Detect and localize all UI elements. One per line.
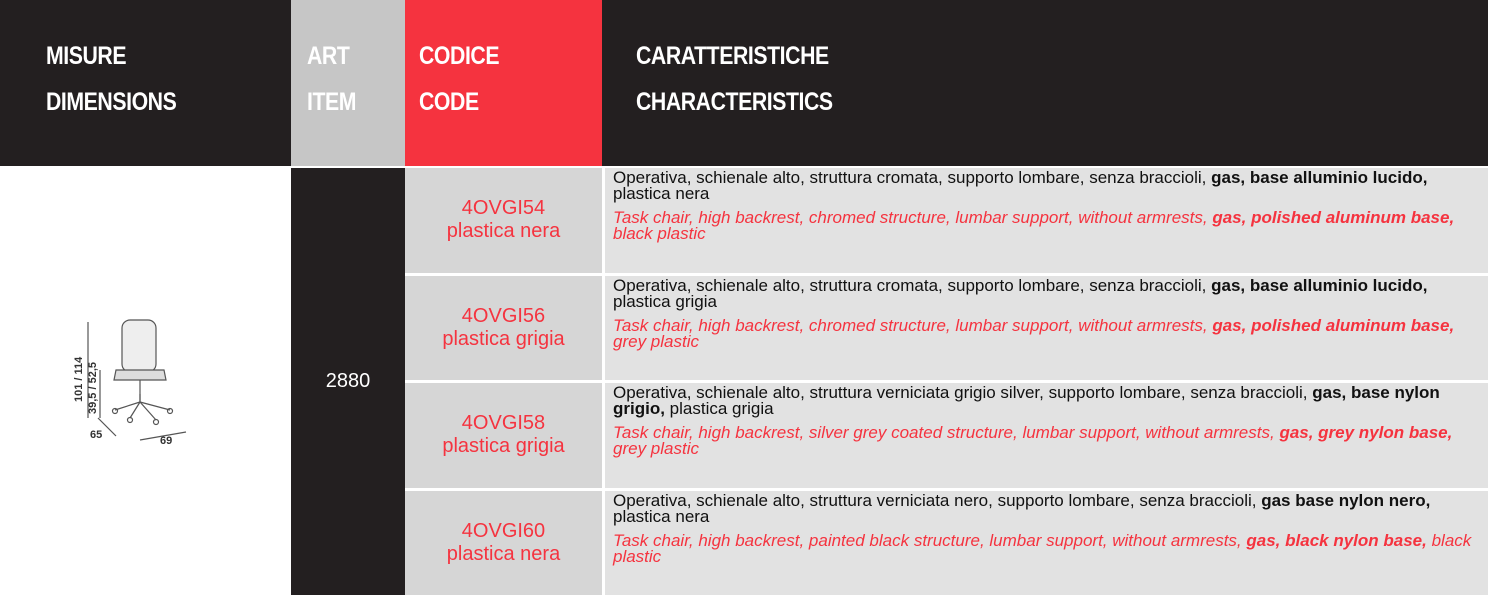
header-text: ITEM	[307, 88, 357, 116]
bold-text: gas, base alluminio lucido,	[1211, 275, 1428, 295]
description-cell: Operativa, schienale alto, struttura cro…	[605, 275, 1488, 380]
table-row: 4OVGI58 plastica grigia Operativa, schiena…	[405, 383, 1488, 488]
description-it: Operativa, schienale alto, struttura ver…	[613, 383, 1488, 418]
text: Operativa, schienale alto, struttura ver…	[613, 490, 1262, 510]
text: Operativa, schienale alto, struttura cro…	[613, 168, 1212, 187]
header-cell: CODICE CODE	[405, 0, 602, 166]
bold-text: gas base nylon nero,	[1261, 490, 1431, 510]
description-en: Task chair, high backrest, painted black…	[613, 530, 1488, 566]
code-cell: 4OVGI60 plastica nera	[405, 490, 602, 595]
header-text: CODE	[419, 88, 479, 116]
bold-text: gas, black nylon base,	[1246, 530, 1427, 550]
text: grey plastic	[613, 439, 699, 458]
description-en: Task chair, high backrest, chromed struc…	[613, 315, 1488, 351]
table-body: 4OVGI54 plastica nera Operativa, schienale…	[405, 168, 1488, 595]
description-cell: Operativa, schienale alto, struttura cro…	[605, 168, 1488, 273]
text: Operativa, schienale alto, struttura cro…	[613, 275, 1212, 295]
bold-text: gas, grey nylon base,	[1279, 423, 1453, 442]
header-text: CHARACTERISTICS	[636, 88, 833, 116]
bold-text: gas, polished aluminum base,	[1212, 315, 1455, 335]
description-it: Operativa, schienale alto, struttura ver…	[613, 490, 1488, 526]
code-cell: 4OVGI58 plastica grigia	[405, 383, 602, 488]
variant: plastica grigia	[442, 435, 565, 458]
item-number: 2880	[325, 370, 371, 392]
chair-drawing: 101 / 114 39,5 / 52,5 65 69	[73, 319, 187, 447]
text: Operativa, schienale alto, struttura ver…	[613, 383, 1313, 402]
variant: plastica grigia	[442, 327, 565, 350]
dimension-label: 69	[160, 435, 172, 447]
product-code: 4OVGI56	[461, 304, 546, 327]
description-en: Task chair, high backrest, silver grey c…	[613, 423, 1488, 458]
text: Task chair, high backrest, chromed struc…	[613, 208, 1213, 227]
description-en: Task chair, high backrest, chromed struc…	[613, 208, 1488, 243]
dimension-label: 65	[90, 429, 102, 441]
dimension-label: 101 / 114	[73, 356, 85, 402]
description-cell: Operativa, schienale alto, struttura ver…	[605, 383, 1488, 488]
product-code: 4OVGI54	[461, 197, 546, 220]
text: plastica nera	[613, 506, 710, 526]
variant: plastica nera	[446, 542, 561, 565]
header-cell: ART ITEM	[291, 0, 405, 166]
code-cell: 4OVGI54 plastica nera	[405, 168, 602, 273]
bold-text: gas, base alluminio lucido,	[1211, 168, 1428, 187]
text: plastica nera	[613, 184, 710, 203]
product-code: 4OVGI58	[461, 412, 546, 435]
description-it: Operativa, schienale alto, struttura cro…	[613, 275, 1488, 311]
bold-text: gas, polished aluminum base,	[1212, 208, 1455, 227]
header-cell: MISURE DIMENSIONS	[0, 0, 291, 166]
item-cell: 2880	[291, 168, 405, 595]
header-text: MISURE	[46, 42, 127, 70]
header-text: CODICE	[419, 42, 500, 70]
description-it: Operativa, schienale alto, struttura cro…	[613, 168, 1488, 203]
text: Task chair, high backrest, painted black…	[613, 530, 1247, 550]
description-cell: Operativa, schienale alto, struttura ver…	[605, 490, 1488, 595]
variant: plastica nera	[446, 220, 561, 243]
header-cell: CARATTERISTICHE CHARACTERISTICS	[602, 0, 1488, 166]
bold-text: gas, base nylon grigio,	[613, 383, 1440, 418]
header-text: DIMENSIONS	[46, 88, 177, 116]
table-row: 4OVGI54 plastica nera Operativa, schienale…	[405, 168, 1488, 273]
header-text: ART	[307, 42, 350, 70]
table-row: 4OVGI60 plastica nera Operativa, schienale…	[405, 490, 1488, 595]
table-row: 4OVGI56 plastica grigia Operativa, schiena…	[405, 275, 1488, 380]
text: black plastic	[613, 530, 1472, 566]
text: grey plastic	[613, 331, 699, 351]
code-cell: 4OVGI56 plastica grigia	[405, 275, 602, 380]
product-code: 4OVGI60	[461, 519, 546, 542]
text: plastica grigia	[613, 291, 717, 311]
text: Task chair, high backrest, silver grey c…	[613, 423, 1280, 442]
text: black plastic	[613, 224, 706, 243]
dimension-label: 39,5 / 52,5	[87, 362, 99, 414]
text: plastica grigia	[664, 399, 774, 418]
text: Task chair, high backrest, chromed struc…	[613, 315, 1213, 335]
header-text: CARATTERISTICHE	[636, 42, 829, 70]
